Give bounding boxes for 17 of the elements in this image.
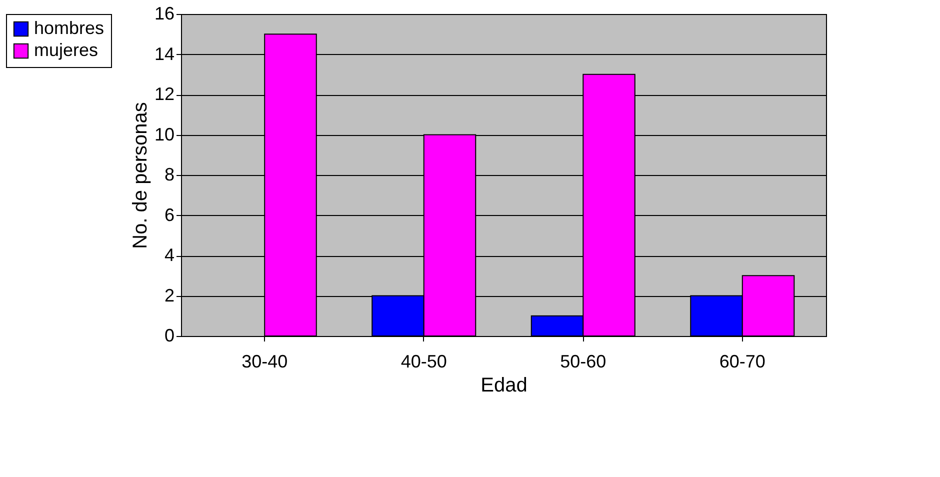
y-tick-label: 10 bbox=[154, 124, 174, 144]
legend-label: mujeres bbox=[34, 40, 98, 60]
y-tick-label: 12 bbox=[154, 84, 174, 104]
y-tick-label: 14 bbox=[154, 44, 174, 64]
y-tick-label: 2 bbox=[164, 285, 174, 306]
y-tick-label: 0 bbox=[164, 326, 174, 346]
x-tick-label: 40-50 bbox=[400, 352, 447, 372]
y-axis-title: No. de personas bbox=[129, 102, 152, 249]
x-tick-label: 30-40 bbox=[242, 352, 288, 372]
y-tick-label: 8 bbox=[164, 164, 174, 184]
x-tick-label: 50-60 bbox=[560, 352, 606, 372]
y-tick-label: 6 bbox=[164, 204, 174, 225]
legend-label: hombres bbox=[34, 18, 104, 38]
y-tick-label: 16 bbox=[154, 4, 174, 24]
x-tick-label: 60-70 bbox=[719, 352, 766, 372]
y-tick-label: 4 bbox=[164, 245, 174, 265]
x-axis-title: Edad bbox=[480, 374, 528, 396]
